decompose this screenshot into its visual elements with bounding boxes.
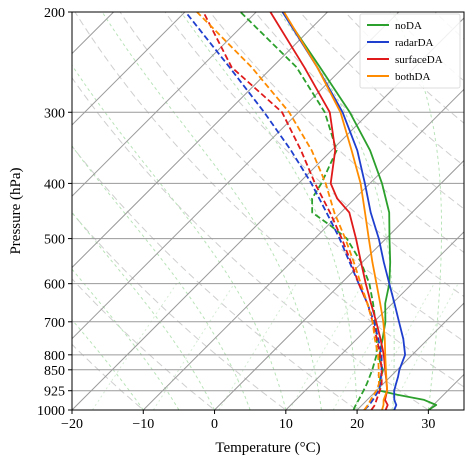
legend-label-bothda: bothDA <box>395 71 431 83</box>
series-noda-dewpoint <box>239 12 378 410</box>
dry-adiabat <box>72 212 287 410</box>
isotherm-gridline <box>72 12 257 197</box>
sounding-series <box>184 12 438 410</box>
x-tick-label: 10 <box>279 417 293 432</box>
series-bothda-dewpoint <box>196 12 380 410</box>
moist-adiabat <box>72 64 287 410</box>
x-axis-title: Temperature (°C) <box>215 440 320 456</box>
dry-adiabat <box>74 12 464 388</box>
dry-adiabat <box>72 145 358 410</box>
y-tick-label: 300 <box>44 106 65 121</box>
mixing-ratio-line <box>289 283 364 410</box>
dry-adiabat <box>72 77 430 410</box>
y-tick-label: 1000 <box>37 404 65 419</box>
isotherm-gridline <box>142 88 464 410</box>
y-tick-label: 850 <box>44 364 65 379</box>
y-tick-label: 400 <box>44 177 65 192</box>
dry-adiabat <box>72 278 216 410</box>
legend-label-surfaceda: surfaceDA <box>395 54 443 66</box>
x-axis: −20 −10 0 10 20 30 <box>61 410 435 432</box>
y-tick-label: 925 <box>44 385 65 400</box>
series-radarda-dewpoint <box>184 12 383 410</box>
legend-label-noda: noDA <box>395 20 422 32</box>
moist-adiabat <box>72 211 215 410</box>
moist-adiabat <box>180 12 358 410</box>
dry-adiabat <box>119 12 464 342</box>
isotherm-gridline <box>285 231 464 410</box>
y-tick-label: 600 <box>44 278 65 293</box>
moist-adiabat <box>392 12 442 410</box>
moist-adiabat <box>72 318 144 410</box>
isotherm-gridline <box>72 12 400 340</box>
x-tick-label: −20 <box>61 417 83 432</box>
dry-adiabat <box>299 12 464 167</box>
series-bothda-temperature <box>283 12 389 410</box>
isotherm-gridline <box>356 302 464 410</box>
y-tick-label: 700 <box>44 316 65 331</box>
plot-frame <box>71 11 465 411</box>
isotherm-gridline <box>214 159 464 410</box>
moist-adiabat <box>278 12 395 410</box>
y-tick-label: 500 <box>44 233 65 248</box>
x-tick-label: −10 <box>132 417 154 432</box>
moist-adiabat <box>72 145 251 410</box>
series-radarda-temperature <box>281 12 407 410</box>
x-tick-label: 20 <box>350 417 364 432</box>
y-tick-label: 200 <box>44 6 65 21</box>
dry-adiabat <box>72 343 145 410</box>
series-surfaceda-dewpoint <box>202 12 383 410</box>
moist-adiabat <box>463 406 464 410</box>
x-tick-label: 0 <box>211 417 218 432</box>
legend-label-radarda: radarDA <box>395 37 434 49</box>
moist-adiabat <box>101 12 322 410</box>
isotherm-gridline <box>72 12 186 126</box>
moist-adiabat <box>72 268 180 410</box>
x-tick-label: 30 <box>421 417 435 432</box>
y-tick-label: 800 <box>44 349 65 364</box>
legend-box <box>359 13 461 89</box>
y-axis-title: Pressure (hPa) <box>8 167 24 254</box>
legend: noDA radarDA surfaceDA bothDA <box>359 13 461 89</box>
dry-adiabat <box>209 12 464 254</box>
